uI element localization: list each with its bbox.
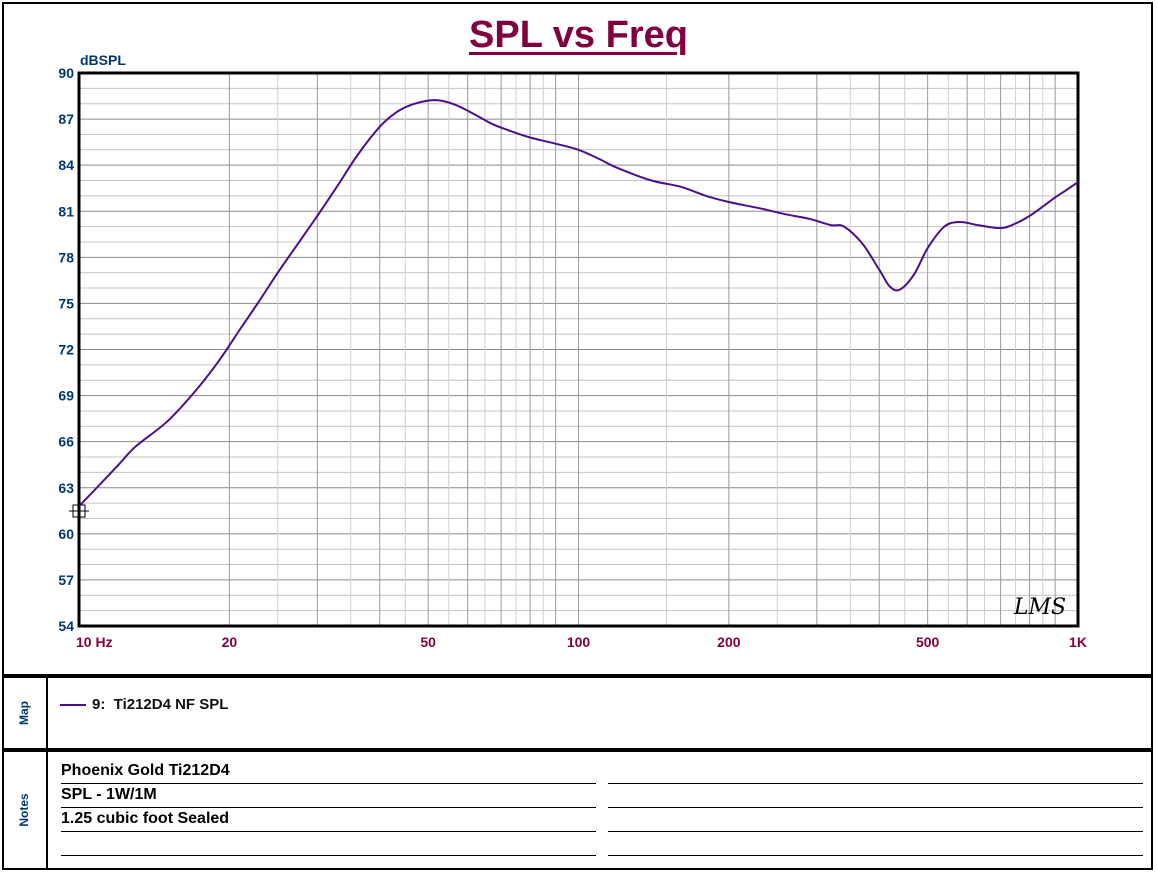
x-tick-label: 10 Hz — [76, 634, 113, 650]
legend-swatch — [60, 703, 86, 706]
y-tick-label: 78 — [58, 249, 74, 265]
note-line-right-2[interactable] — [608, 784, 1143, 808]
note-line-4[interactable] — [61, 832, 596, 856]
map-panel: Map 9: Ti212D4 NF SPL — [2, 674, 1153, 752]
y-tick-label: 81 — [58, 203, 74, 219]
y-tick-label: 66 — [58, 434, 74, 450]
x-tick-label: 100 — [567, 634, 591, 650]
y-axis-label: dBSPL — [80, 52, 126, 68]
y-tick-label: 69 — [58, 388, 74, 404]
notes-panel: Notes Phoenix Gold Ti212D4 SPL - 1W/1M 1… — [2, 752, 1153, 870]
map-panel-label: Map — [2, 678, 48, 748]
y-tick-label: 72 — [58, 342, 74, 358]
chart-title: SPL vs Freq — [469, 14, 688, 56]
y-tick-label: 63 — [58, 480, 74, 496]
x-tick-label: 1K — [1069, 634, 1087, 650]
plot-area-border — [77, 71, 1080, 628]
y-tick-label: 54 — [58, 618, 74, 634]
y-tick-label: 57 — [58, 572, 74, 588]
notes-panel-label: Notes — [2, 752, 48, 868]
lms-logo: LMS — [1013, 595, 1066, 620]
y-tick-label: 60 — [58, 526, 74, 542]
note-line-3[interactable]: 1.25 cubic foot Sealed — [61, 808, 596, 832]
note-line-right-3[interactable] — [608, 808, 1143, 832]
y-tick-label: 87 — [58, 111, 74, 127]
legend-entry[interactable]: 9: Ti212D4 NF SPL — [60, 696, 228, 713]
note-line-right-4[interactable] — [608, 832, 1143, 856]
x-tick-label: 20 — [222, 634, 238, 650]
x-tick-label: 500 — [916, 634, 940, 650]
y-tick-label: 75 — [58, 295, 74, 311]
note-line-2[interactable]: SPL - 1W/1M — [61, 784, 596, 808]
y-tick-labels: 54 57 60 63 66 69 72 75 78 81 84 87 90 — [58, 65, 74, 634]
chart-series — [78, 99, 1079, 507]
x-tick-label: 200 — [717, 634, 741, 650]
x-tick-label: 50 — [420, 634, 436, 650]
crosshair-cursor[interactable] — [69, 501, 89, 521]
spl-chart: 54 57 60 63 66 69 72 75 78 81 84 87 90 10 Hz 20 50 100 2… — [58, 52, 1087, 650]
series-line-0 — [78, 99, 1079, 507]
y-tick-label: 84 — [58, 157, 74, 173]
note-line-1[interactable]: Phoenix Gold Ti212D4 — [61, 760, 596, 784]
chart-grid — [79, 73, 1078, 626]
y-tick-label: 90 — [58, 65, 74, 81]
legend-series-name: 9: Ti212D4 NF SPL — [92, 696, 229, 713]
x-tick-labels: 10 Hz 20 50 100 200 500 1K — [76, 634, 1087, 650]
note-line-right-1[interactable] — [608, 760, 1143, 784]
